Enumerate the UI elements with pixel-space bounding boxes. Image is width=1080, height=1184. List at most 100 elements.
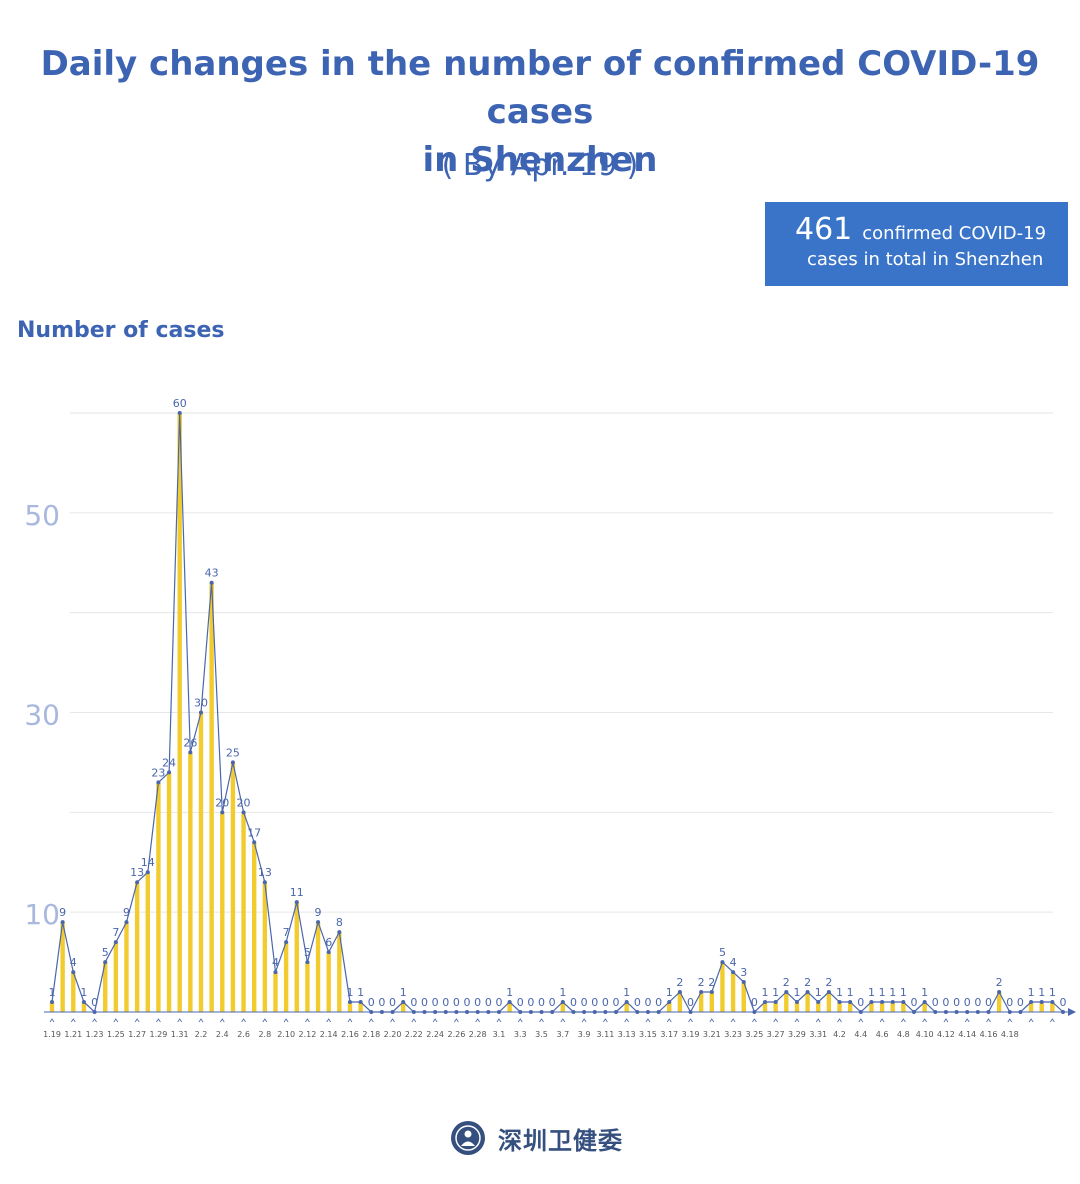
data-label: 1 bbox=[400, 986, 407, 999]
bar bbox=[794, 1002, 800, 1012]
emblem-icon bbox=[451, 1121, 485, 1155]
x-tick-label: 2.8 bbox=[258, 1030, 271, 1039]
x-tick-marker bbox=[156, 1018, 161, 1023]
data-point bbox=[422, 1010, 427, 1014]
data-label: 0 bbox=[932, 996, 939, 1009]
bar bbox=[358, 1002, 363, 1012]
data-label: 3 bbox=[740, 966, 747, 979]
bar bbox=[624, 1002, 629, 1012]
data-label: 0 bbox=[942, 996, 949, 1009]
data-point bbox=[667, 1000, 672, 1005]
data-label: 1 bbox=[889, 986, 896, 999]
data-label: 1 bbox=[1028, 986, 1035, 999]
data-point bbox=[528, 1010, 533, 1014]
x-tick-label: 1.19 bbox=[43, 1030, 61, 1039]
bar bbox=[124, 922, 129, 1012]
data-label: 0 bbox=[549, 996, 556, 1009]
data-point bbox=[699, 990, 704, 995]
data-label: 4 bbox=[272, 956, 279, 969]
data-label: 0 bbox=[857, 996, 864, 1009]
x-axis-arrow-icon bbox=[1068, 1008, 1076, 1016]
data-label: 0 bbox=[442, 996, 449, 1009]
data-point bbox=[284, 940, 289, 945]
total-cases-box: 461 confirmed COVID-19 cases in total in… bbox=[765, 202, 1068, 286]
data-label: 17 bbox=[247, 826, 261, 839]
y-axis-label: Number of cases bbox=[17, 318, 225, 343]
data-point bbox=[784, 990, 789, 995]
data-point bbox=[731, 970, 736, 975]
bar bbox=[209, 582, 214, 1012]
data-point bbox=[241, 810, 246, 815]
bar bbox=[847, 1002, 853, 1012]
data-point bbox=[592, 1010, 597, 1014]
x-tick-label: 3.29 bbox=[788, 1030, 806, 1039]
data-point bbox=[709, 990, 714, 995]
data-label: 0 bbox=[527, 996, 534, 1009]
data-label: 1 bbox=[793, 986, 800, 999]
data-point bbox=[475, 1010, 480, 1014]
data-label: 0 bbox=[368, 996, 375, 1009]
data-point bbox=[901, 1000, 906, 1005]
bar bbox=[188, 752, 193, 1012]
data-point bbox=[954, 1010, 959, 1014]
data-label: 0 bbox=[474, 996, 481, 1009]
data-label: 7 bbox=[112, 926, 119, 939]
data-point bbox=[603, 1010, 608, 1014]
x-tick-label: 2.2 bbox=[195, 1030, 208, 1039]
logo: 深圳卫健委 bbox=[450, 1120, 623, 1156]
x-tick-label: 1.21 bbox=[64, 1030, 82, 1039]
data-point bbox=[209, 580, 214, 585]
x-tick-marker bbox=[986, 1018, 991, 1023]
x-tick-marker bbox=[262, 1018, 268, 1023]
data-label: 1 bbox=[346, 986, 353, 999]
data-label: 7 bbox=[283, 926, 290, 939]
x-tick-marker bbox=[70, 1018, 76, 1023]
bar bbox=[337, 932, 342, 1012]
data-label: 0 bbox=[911, 996, 918, 1009]
data-point bbox=[539, 1010, 544, 1014]
data-label: 1 bbox=[921, 986, 928, 999]
data-point bbox=[465, 1010, 470, 1014]
data-label: 1 bbox=[847, 986, 854, 999]
data-label: 1 bbox=[879, 986, 886, 999]
x-tick-label: 3.11 bbox=[596, 1030, 614, 1039]
data-label: 9 bbox=[315, 906, 322, 919]
data-point bbox=[582, 1010, 587, 1014]
data-point bbox=[1029, 1000, 1034, 1005]
bar bbox=[773, 1002, 778, 1012]
bar bbox=[166, 772, 172, 1012]
data-point bbox=[1018, 1010, 1023, 1014]
data-label: 0 bbox=[644, 996, 651, 1009]
bar bbox=[677, 992, 683, 1012]
chart-title-line2: in Shenzhen bbox=[422, 140, 658, 180]
bar bbox=[996, 992, 1002, 1012]
data-point bbox=[60, 920, 65, 925]
data-point bbox=[369, 1010, 374, 1014]
data-point bbox=[763, 1000, 768, 1005]
x-tick-marker bbox=[475, 1018, 481, 1023]
x-tick-marker bbox=[347, 1018, 353, 1023]
data-point bbox=[113, 940, 118, 945]
x-tick-marker bbox=[603, 1018, 608, 1023]
x-tick-marker bbox=[1028, 1018, 1034, 1023]
bar bbox=[81, 1002, 87, 1012]
x-tick-label: 4.6 bbox=[876, 1030, 889, 1039]
bar bbox=[326, 952, 331, 1012]
bar bbox=[922, 1002, 927, 1012]
data-label: 13 bbox=[258, 866, 272, 879]
x-tick-label: 4.14 bbox=[958, 1030, 976, 1039]
data-point bbox=[837, 1000, 842, 1005]
data-label: 60 bbox=[173, 397, 187, 410]
x-tick-label: 2.20 bbox=[384, 1030, 402, 1039]
data-label: 0 bbox=[751, 996, 758, 1009]
x-tick-label: 2.28 bbox=[469, 1030, 487, 1039]
data-label: 8 bbox=[336, 916, 343, 929]
data-label: 1 bbox=[900, 986, 907, 999]
data-point bbox=[1007, 1010, 1012, 1014]
y-tick-label: 30 bbox=[24, 699, 60, 732]
data-point bbox=[294, 900, 299, 905]
data-point bbox=[401, 1000, 406, 1005]
data-point bbox=[805, 990, 810, 995]
bar bbox=[400, 1002, 406, 1012]
data-label: 0 bbox=[613, 996, 620, 1009]
